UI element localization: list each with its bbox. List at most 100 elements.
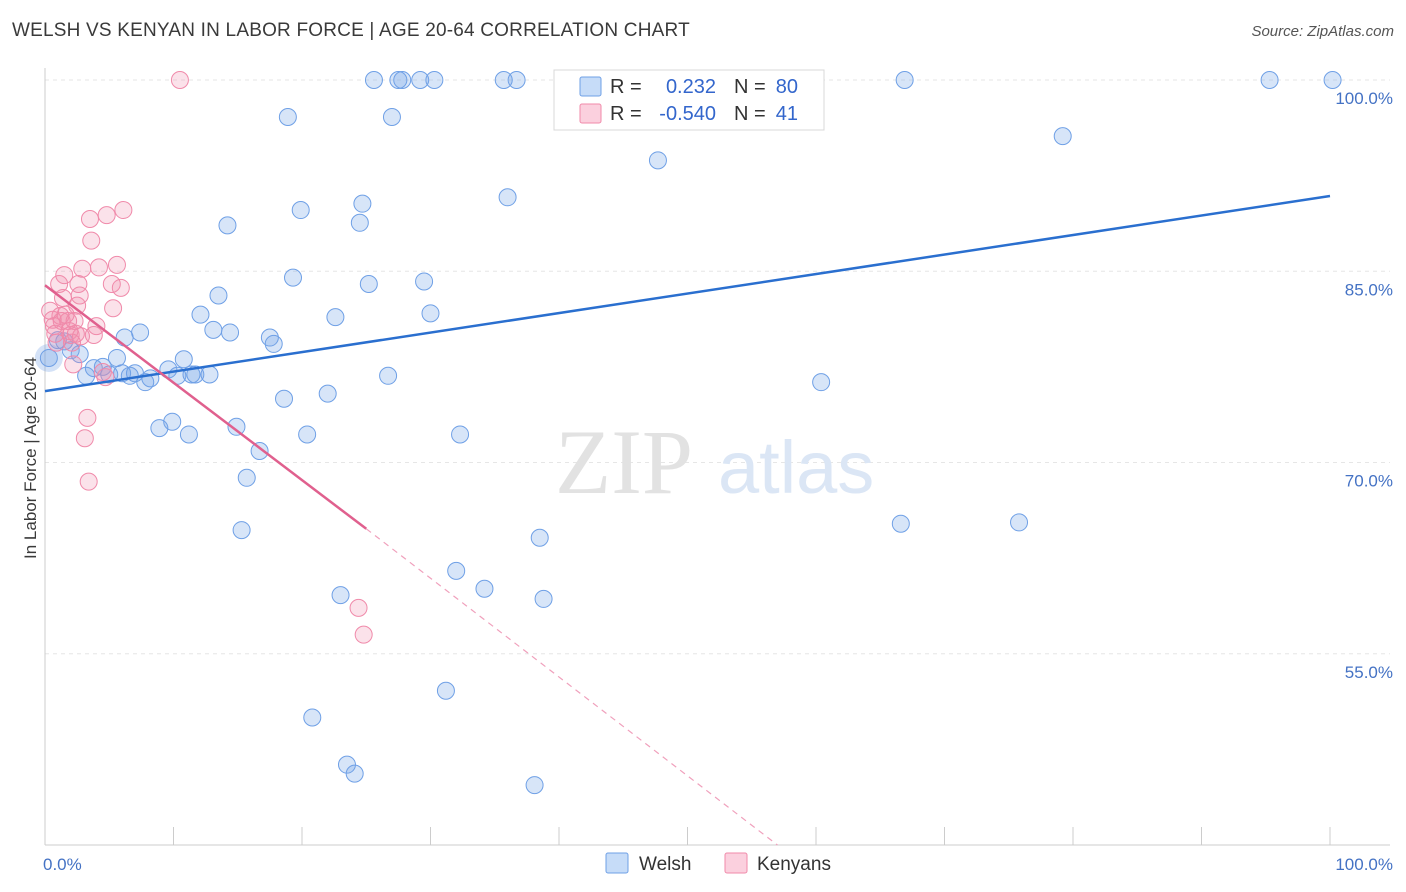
welsh-point <box>1323 71 1342 89</box>
welsh-point <box>291 201 310 220</box>
kenyans-point <box>78 408 97 427</box>
welsh-trend-line <box>44 194 1331 393</box>
legend-welsh-r: 0.232 <box>666 76 716 98</box>
welsh-point <box>421 304 440 323</box>
kenyans-point <box>50 275 69 293</box>
source-credit: Source: ZipAtlas.com <box>1251 23 1394 40</box>
welsh-point <box>318 384 337 403</box>
kenyans-point <box>82 231 101 250</box>
welsh-point <box>379 366 398 385</box>
welsh-point <box>107 348 126 367</box>
y-tick-labels: 100.0% 85.0% 70.0% 55.0% <box>1335 89 1393 682</box>
kenyans-point <box>70 286 89 305</box>
kenyans-point <box>89 258 108 277</box>
welsh-point <box>284 268 303 287</box>
welsh-point <box>237 468 256 487</box>
welsh-point <box>389 71 408 89</box>
welsh-point <box>141 369 160 388</box>
bottom-legend-welsh-swatch <box>605 852 629 874</box>
welsh-point <box>534 589 553 608</box>
kenyans-point <box>80 209 99 228</box>
kenyans-point <box>107 255 126 274</box>
bottom-legend-kenyans-label: Kenyans <box>757 854 831 875</box>
welsh-point <box>393 71 412 89</box>
watermark-atlas: atlas <box>718 426 874 509</box>
welsh-point <box>1010 513 1029 532</box>
kenyans-point <box>71 327 90 346</box>
kenyans-point <box>47 333 66 352</box>
x-tick-labels: 0.0% 100.0% <box>43 855 1393 874</box>
welsh-point <box>186 365 205 384</box>
legend-welsh-swatch <box>579 76 602 97</box>
kenyans-point <box>65 311 84 330</box>
welsh-point <box>61 341 80 360</box>
welsh-point <box>39 348 58 367</box>
axes <box>44 68 1390 846</box>
welsh-point <box>221 323 240 342</box>
welsh-point <box>163 412 182 431</box>
legend-kenyans-n-label: N = <box>734 103 766 125</box>
legend-box: R = 0.232 N = 80 R = -0.540 N = 41 <box>553 69 825 131</box>
welsh-point <box>530 528 549 547</box>
kenyans-point <box>170 71 189 89</box>
welsh-point <box>494 71 513 89</box>
welsh-point <box>209 286 228 305</box>
kenyans-point <box>69 275 88 293</box>
welsh-point <box>525 776 544 795</box>
y-tick-label: 70.0% <box>1345 472 1393 491</box>
kenyans-point <box>111 278 130 297</box>
kenyans-point <box>354 625 373 644</box>
welsh-point <box>264 334 283 353</box>
welsh-point <box>227 417 246 436</box>
kenyans-point <box>97 206 116 225</box>
welsh-point <box>415 272 434 291</box>
welsh-point <box>895 71 914 89</box>
welsh-point <box>204 320 223 339</box>
gridlines <box>45 79 1390 655</box>
welsh-point <box>648 151 667 170</box>
kenyans-point <box>73 259 92 278</box>
welsh-point <box>278 107 297 126</box>
kenyans-trend-line <box>44 284 368 530</box>
welsh-point <box>131 323 150 342</box>
welsh-point <box>436 681 455 700</box>
welsh-point <box>218 216 237 235</box>
kenyans-point <box>102 275 121 293</box>
welsh-point <box>331 586 350 605</box>
welsh-point <box>200 365 219 384</box>
welsh-point <box>425 71 444 89</box>
welsh-point <box>179 425 198 444</box>
welsh-point <box>812 373 831 392</box>
trend-lines <box>44 194 1331 846</box>
kenyans-point <box>75 429 94 448</box>
chart-title: WELSH VS KENYAN IN LABOR FORCE | AGE 20-… <box>12 20 690 41</box>
legend-welsh-n-label: N = <box>734 76 766 98</box>
legend-welsh-n: 80 <box>776 76 798 98</box>
kenyans-trend-extension <box>365 528 778 846</box>
welsh-point <box>115 328 134 347</box>
welsh-point <box>232 521 251 540</box>
kenyans-point <box>349 598 368 617</box>
legend-welsh-r-label: R = <box>610 76 642 98</box>
welsh-point <box>475 579 494 598</box>
welsh-point <box>191 305 210 324</box>
welsh-point <box>275 389 294 408</box>
welsh-point <box>303 708 322 727</box>
welsh-point <box>891 514 910 533</box>
bottom-legend: Welsh Kenyans <box>605 852 831 875</box>
kenyans-point <box>64 355 83 374</box>
x-tick-label: 0.0% <box>43 855 82 874</box>
welsh-point <box>174 350 193 369</box>
welsh-point <box>326 308 345 327</box>
x-tick-label: 100.0% <box>1335 855 1393 874</box>
kenyans-point <box>55 266 74 285</box>
kenyans-point <box>66 324 85 343</box>
welsh-point <box>364 71 383 89</box>
watermark-zip: ZIP <box>555 411 693 513</box>
welsh-point <box>345 764 364 783</box>
kenyans-point <box>104 299 123 318</box>
welsh-point <box>350 213 369 232</box>
legend-kenyans-swatch <box>579 103 602 124</box>
welsh-point <box>93 357 112 376</box>
welsh-point <box>411 71 430 89</box>
